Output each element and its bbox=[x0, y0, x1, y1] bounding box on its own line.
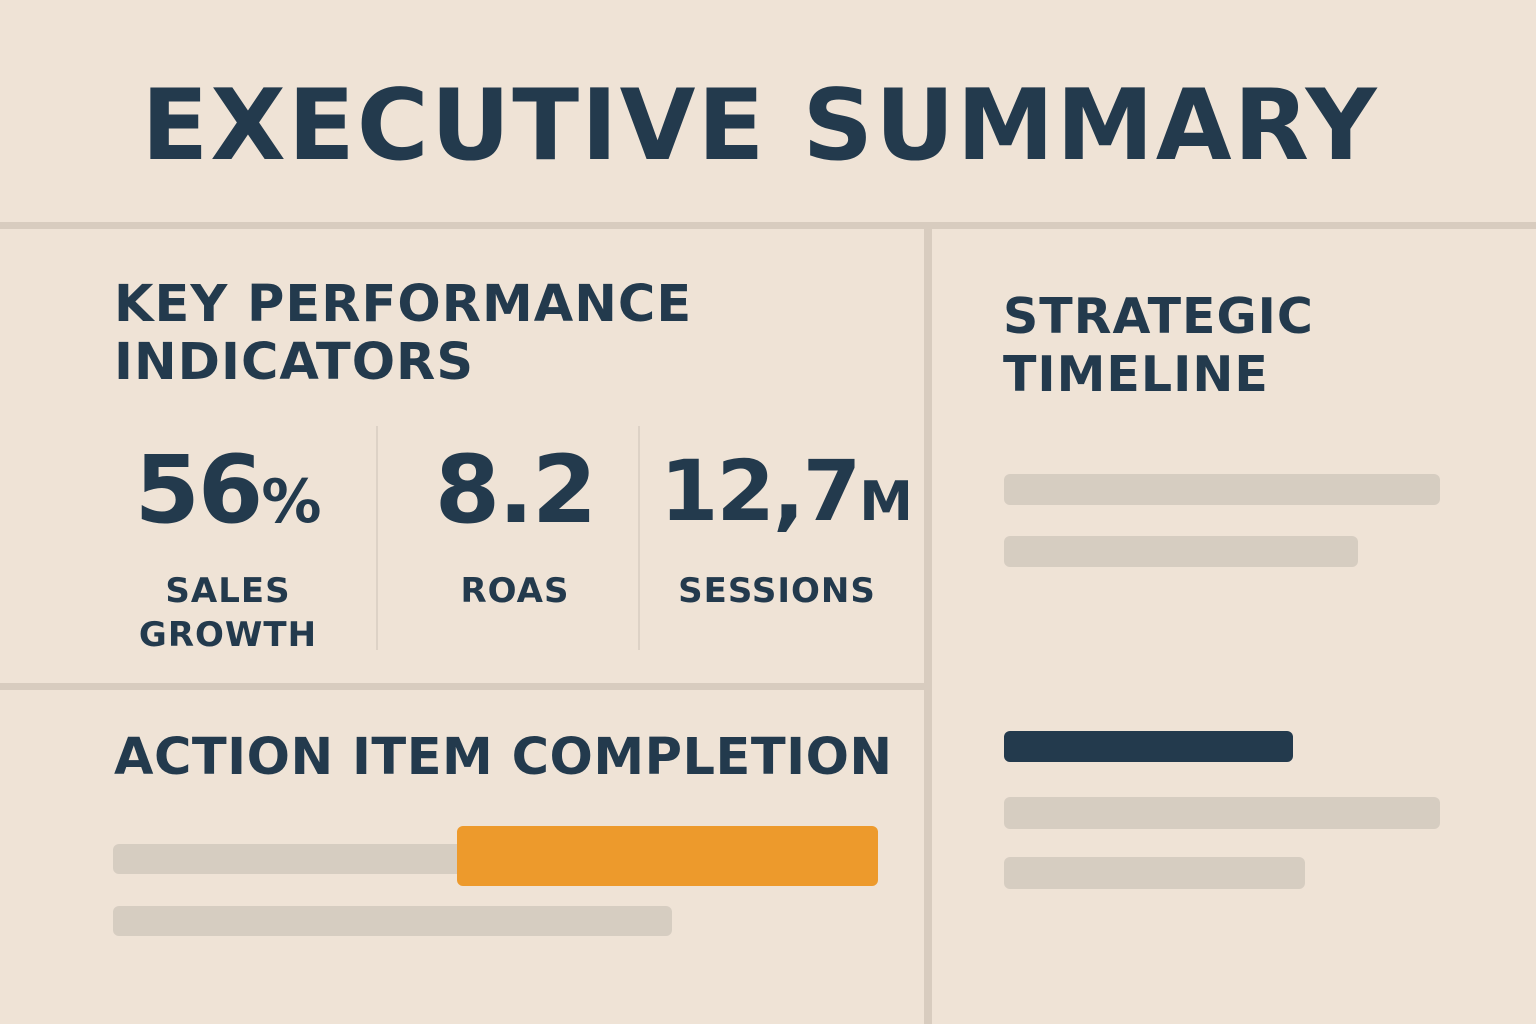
column-divider bbox=[924, 229, 932, 1024]
progress-bar-fill bbox=[457, 826, 878, 886]
timeline-highlight-bar bbox=[1004, 731, 1293, 762]
kpi-sessions: 12,7M SESSIONS bbox=[660, 436, 914, 613]
kpi-value: 8.2 bbox=[434, 436, 598, 545]
kpi-label: SESSIONS bbox=[678, 571, 876, 611]
page-title: EXECUTIVE SUMMARY bbox=[141, 69, 1379, 183]
kpi-divider bbox=[376, 426, 378, 650]
kpi-divider bbox=[638, 426, 640, 650]
action-section-title: ACTION ITEM COMPLETION bbox=[114, 728, 893, 787]
section-divider bbox=[0, 683, 924, 690]
placeholder-line bbox=[1004, 474, 1440, 505]
progress-track bbox=[113, 844, 513, 874]
placeholder-line bbox=[1004, 536, 1358, 567]
header-divider bbox=[0, 222, 1536, 229]
placeholder-line bbox=[113, 906, 672, 936]
placeholder-line bbox=[1004, 857, 1305, 889]
kpi-section-title: KEY PERFORMANCE INDICATORS bbox=[114, 275, 693, 392]
kpi-sales-growth: 56% SALES GROWTH bbox=[116, 436, 340, 657]
kpi-label: SALES GROWTH bbox=[138, 571, 318, 655]
placeholder-line bbox=[1004, 797, 1440, 829]
kpi-value: 12,7M bbox=[660, 442, 914, 540]
kpi-label: ROAS bbox=[460, 571, 570, 611]
timeline-section-title: STRATEGIC TIMELINE bbox=[1003, 288, 1314, 403]
kpi-roas: 8.2 ROAS bbox=[400, 436, 630, 613]
kpi-value: 56% bbox=[134, 436, 322, 545]
